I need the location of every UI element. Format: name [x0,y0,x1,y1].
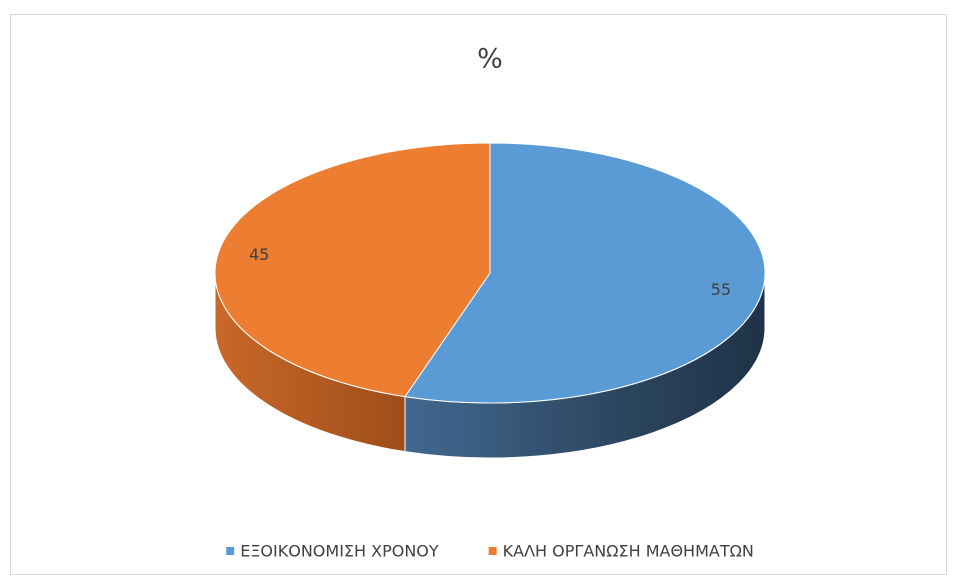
data-label: 55 [711,280,731,299]
chart-title: % [477,44,503,75]
data-label: 45 [249,245,269,264]
legend-swatch [488,547,497,555]
legend-swatch [226,547,235,555]
slice [214,142,491,398]
legend-label: ΚΑΛΗ ΟΡΓΑΝΩΣΗ ΜΑΘΗΜΑΤΩΝ [503,542,754,561]
legend-label: ΕΞΟΙΚΟΝΟΜΙΣΗ ΧΡΟΝΟΥ [240,542,439,561]
slice [404,142,766,404]
